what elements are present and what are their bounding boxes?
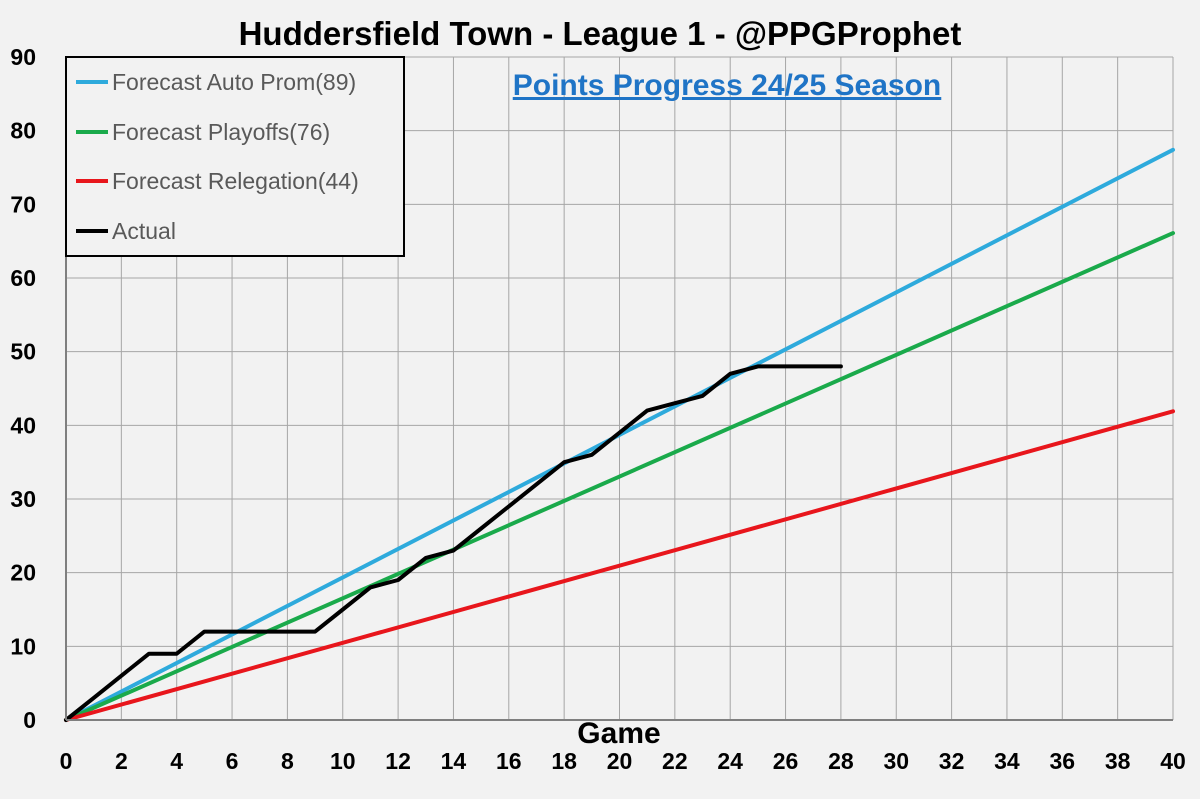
x-tick-label-10: 10 [330, 748, 356, 774]
x-tick-label-28: 28 [828, 748, 854, 774]
x-tick-label-8: 8 [281, 748, 294, 774]
x-tick-label-30: 30 [883, 748, 909, 774]
x-tick-label-4: 4 [170, 748, 183, 774]
x-tick-label-32: 32 [939, 748, 965, 774]
y-tick-label-50: 50 [10, 339, 36, 365]
x-tick-label-6: 6 [226, 748, 239, 774]
y-tick-label-70: 70 [10, 191, 36, 217]
y-tick-label-80: 80 [10, 118, 36, 144]
y-tick-label-40: 40 [10, 412, 36, 438]
x-tick-label-2: 2 [115, 748, 128, 774]
series-line-forecast-relegation-44 [64, 409, 1175, 722]
x-tick-label-22: 22 [662, 748, 688, 774]
x-tick-label-14: 14 [441, 748, 467, 774]
y-tick-label-60: 60 [10, 265, 36, 291]
x-tick-label-24: 24 [717, 748, 743, 774]
x-tick-label-26: 26 [773, 748, 799, 774]
x-tick-label-36: 36 [1050, 748, 1076, 774]
x-axis-label: Game [577, 717, 660, 750]
x-tick-label-20: 20 [607, 748, 633, 774]
x-tick-label-40: 40 [1160, 748, 1186, 774]
legend-label-actual: Actual [112, 218, 176, 244]
x-tick-label-18: 18 [551, 748, 577, 774]
series-layer [64, 147, 1175, 722]
x-tick-label-0: 0 [60, 748, 73, 774]
legend-label-playoffs: Forecast Playoffs(76) [112, 119, 330, 145]
legend-label-relegation: Forecast Relegation(44) [112, 168, 359, 194]
x-tick-label-38: 38 [1105, 748, 1131, 774]
x-tick-label-34: 34 [994, 748, 1020, 774]
series-line-forecast-playoffs-76 [64, 231, 1175, 722]
y-tick-label-10: 10 [10, 633, 36, 659]
x-tick-label-12: 12 [385, 748, 411, 774]
series-line-actual [64, 364, 843, 722]
x-tick-label-16: 16 [496, 748, 522, 774]
legend-box [65, 56, 405, 257]
y-tick-label-20: 20 [10, 560, 36, 586]
chart-subtitle: Points Progress 24/25 Season [513, 69, 942, 102]
chart-title: Huddersfield Town - League 1 - @PPGProph… [239, 15, 962, 52]
y-tick-label-90: 90 [10, 44, 36, 70]
y-tick-label-30: 30 [10, 486, 36, 512]
legend-label-auto-prom: Forecast Auto Prom(89) [112, 69, 356, 95]
legend: Forecast Auto Prom(89) Forecast Playoffs… [65, 56, 405, 257]
y-tick-label-0: 0 [23, 707, 36, 733]
